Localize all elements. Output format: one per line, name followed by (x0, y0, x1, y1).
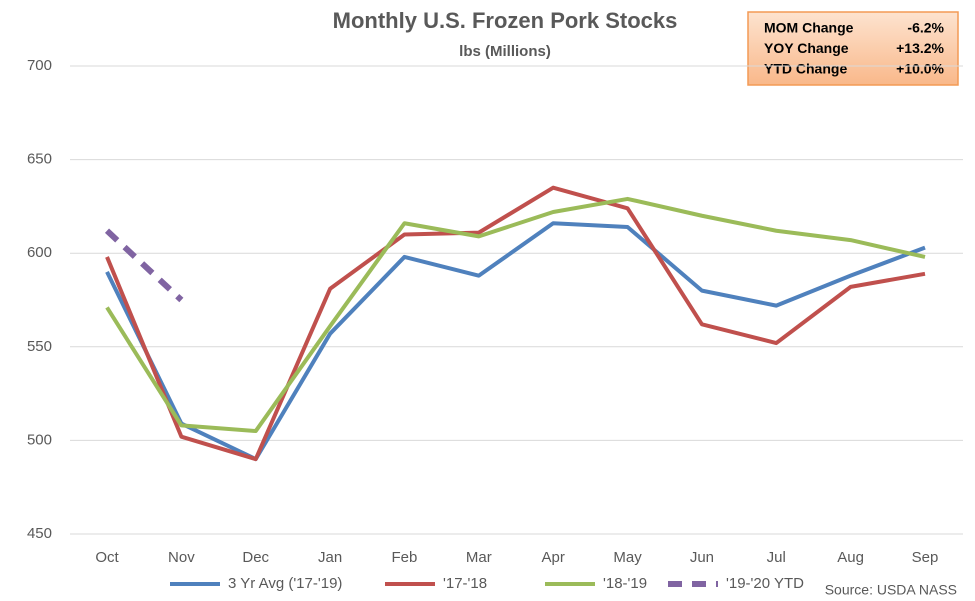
x-tick-label: Mar (466, 549, 492, 566)
grid (70, 65, 963, 535)
series-line (105, 196, 926, 434)
x-tick-label: Aug (837, 549, 864, 566)
x-tick-label: Jul (767, 549, 786, 566)
y-tick-label: 450 (27, 525, 52, 542)
legend-label: 3 Yr Avg ('17-'19) (228, 575, 342, 592)
info-value: +10.0% (896, 61, 944, 77)
info-box (747, 11, 959, 86)
x-tick-label: Nov (168, 549, 195, 566)
chart-title: Monthly U.S. Frozen Pork Stocks (333, 8, 678, 33)
info-label: YOY Change (764, 40, 849, 56)
info-value: -6.2% (907, 20, 944, 36)
series-line (105, 185, 926, 462)
x-tick-label: May (613, 549, 642, 566)
series-line (104, 228, 184, 303)
x-tick-label: Dec (242, 549, 269, 566)
legend-label: '17-'18 (443, 575, 487, 592)
x-tick-label: Feb (392, 549, 418, 566)
info-label: MOM Change (764, 20, 854, 36)
y-tick-label: 500 (27, 431, 52, 448)
chart-subtitle: lbs (Millions) (459, 43, 551, 60)
y-tick-label: 550 (27, 338, 52, 355)
series-line (105, 221, 926, 462)
x-tick-label: Jan (318, 549, 342, 566)
source: Source: USDA NASS (825, 582, 957, 598)
info-box-text: MOM Change -6.2% YOY Change +13.2% YTD Chang… (764, 20, 945, 77)
info-value: +13.2% (896, 40, 944, 56)
y-tick-label: 600 (27, 244, 52, 261)
x-tick-label: Sep (912, 549, 939, 566)
x-tick-label: Apr (542, 549, 565, 566)
x-tick-label: Oct (95, 549, 119, 566)
legend-label: '18-'19 (603, 575, 647, 592)
x-tick-label: Jun (690, 549, 714, 566)
legend-label: '19-'20 YTD (726, 575, 804, 592)
y-tick-label: 700 (27, 57, 52, 74)
y-tick-label: 650 (27, 151, 52, 168)
info-label: YTD Change (764, 61, 847, 77)
